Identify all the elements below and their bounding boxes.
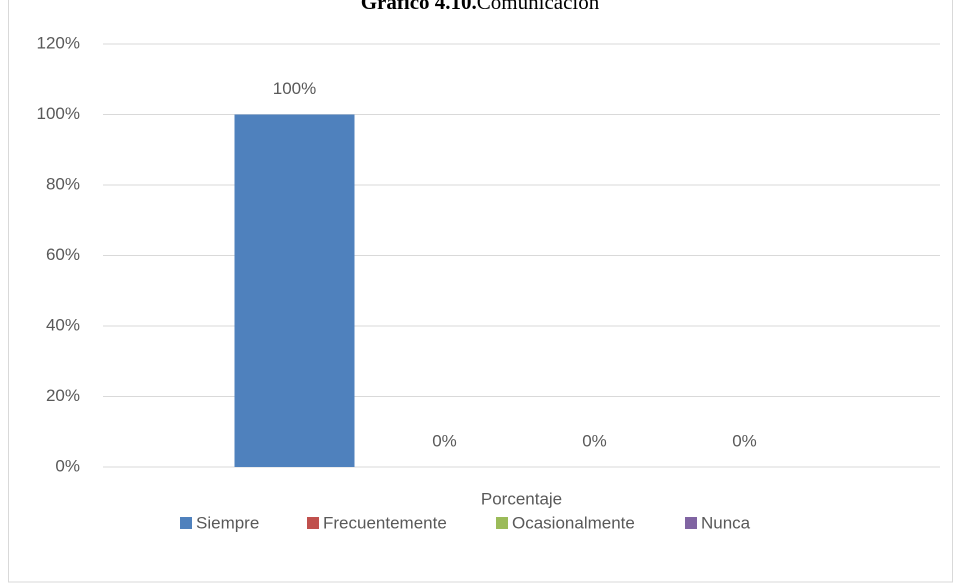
- legend-label: Nunca: [701, 513, 751, 532]
- legend-label: Frecuentemente: [323, 513, 447, 532]
- y-tick-label: 80%: [46, 174, 80, 193]
- y-tick-label: 40%: [46, 315, 80, 334]
- bar: [234, 114, 355, 467]
- legend-label: Ocasionalmente: [512, 513, 635, 532]
- legend-swatch: [496, 517, 508, 529]
- value-label: 0%: [432, 431, 457, 450]
- title-prefix: Gráfico 4.10.: [361, 0, 477, 14]
- y-tick-label: 0%: [55, 456, 80, 475]
- y-tick-label: 60%: [46, 245, 80, 264]
- title-text: Comunicación: [477, 0, 600, 14]
- y-tick-label: 20%: [46, 386, 80, 405]
- chart-title: Gráfico 4.10.Comunicación: [361, 0, 600, 14]
- x-tick-label: Porcentaje: [481, 489, 562, 508]
- legend-label: Siempre: [196, 513, 259, 532]
- value-label: 100%: [273, 79, 316, 98]
- legend-swatch: [307, 517, 319, 529]
- y-tick-label: 120%: [37, 33, 80, 52]
- legend-swatch: [180, 517, 192, 529]
- value-label: 0%: [732, 431, 757, 450]
- chart-border: [8, 0, 953, 583]
- value-label: 0%: [582, 431, 607, 450]
- legend-swatch: [685, 517, 697, 529]
- y-tick-label: 100%: [37, 104, 80, 123]
